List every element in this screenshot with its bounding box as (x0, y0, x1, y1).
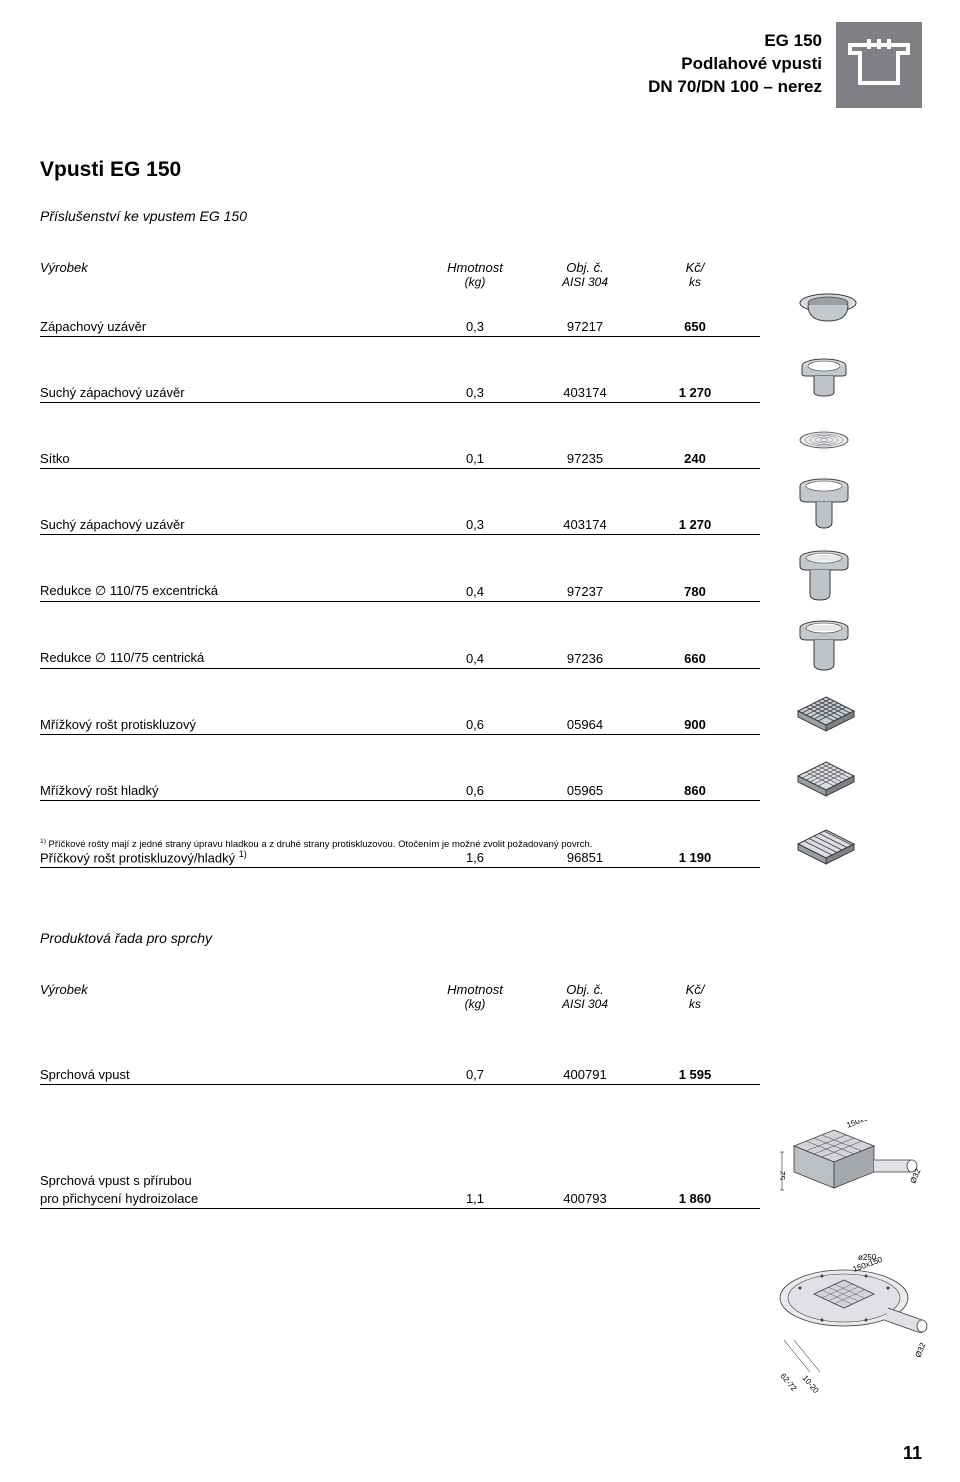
col-obj: Obj. č. AISI 304 (530, 982, 640, 1011)
col-price: Kč/ ks (640, 260, 750, 289)
table-row: Redukce ∅ 110/75 excentrická 0,4 97237 7… (40, 583, 760, 602)
product-icon (796, 478, 886, 535)
table-row: Redukce ∅ 110/75 centrická 0,4 97236 660 (40, 650, 760, 669)
drain-logo-icon (836, 22, 922, 108)
product-icon (796, 550, 886, 607)
header-line1: EG 150 (648, 30, 822, 53)
main-content: Vpusti EG 150 Příslušenství ke vpustem E… (40, 158, 760, 1257)
section1-subtitle: Příslušenství ke vpustem EG 150 (40, 208, 760, 224)
col-product: Výrobek (40, 982, 420, 1011)
col-price: Kč/ ks (640, 982, 750, 1011)
header-line2: Podlahové vpusti (648, 53, 822, 76)
drain-diagram-icon: 150x150 52 Ø32 (780, 1120, 930, 1211)
product-icon (796, 358, 886, 403)
section1-col-header: Výrobek Hmotnost (kg) Obj. č. AISI 304 K… (40, 260, 760, 289)
product-icon (796, 293, 886, 330)
table-row: Mřížkový rošt hladký 0,6 05965 860 (40, 783, 760, 801)
table-row: Sítko 0,1 97235 240 (40, 451, 760, 469)
page-number: 11 (903, 1443, 922, 1464)
header-line3: DN 70/DN 100 – nerez (648, 76, 822, 99)
table-row: Suchý zápachový uzávěr 0,3 403174 1 270 (40, 385, 760, 403)
col-product: Výrobek (40, 260, 420, 289)
table-row: Sprchová vpust 0,7 400791 1 595 (40, 1067, 760, 1085)
table-row: Sprchová vpust s přírubou pro přichycení… (40, 1173, 760, 1209)
col-obj: Obj. č. AISI 304 (530, 260, 640, 289)
product-icon (796, 828, 886, 871)
section2-col-header: Výrobek Hmotnost (kg) Obj. č. AISI 304 K… (40, 982, 760, 1011)
product-icon (796, 430, 886, 455)
table-row: Zápachový uzávěr 0,3 97217 650 (40, 319, 760, 337)
header-title-block: EG 150 Podlahové vpusti DN 70/DN 100 – n… (648, 22, 822, 99)
section1-title: Vpusti EG 150 (40, 158, 760, 182)
product-icon (796, 760, 886, 803)
drain-diagram-icon: ø250 150x150 62-72 10-20 Ø32 (770, 1248, 940, 1401)
svg-text:52: 52 (780, 1171, 787, 1180)
svg-text:150x150: 150x150 (845, 1120, 877, 1130)
col-weight: Hmotnost (kg) (420, 982, 530, 1011)
svg-text:62-72: 62-72 (778, 1372, 798, 1394)
table-row: Příčkový rošt protiskluzový/hladký 1) 1,… (40, 849, 760, 868)
product-icon (796, 620, 886, 677)
col-weight: Hmotnost (kg) (420, 260, 530, 289)
table-row: Suchý zápachový uzávěr 0,3 403174 1 270 (40, 517, 760, 535)
product-icon (796, 695, 886, 738)
page-header: EG 150 Podlahové vpusti DN 70/DN 100 – n… (648, 22, 922, 108)
svg-text:10-20: 10-20 (800, 1374, 820, 1396)
section2-title: Produktová řada pro sprchy (40, 930, 760, 946)
table-row: Mřížkový rošt protiskluzový 0,6 05964 90… (40, 717, 760, 735)
svg-text:Ø32: Ø32 (914, 1341, 928, 1359)
footnote: 1) Příčkové rošty mají z jedné strany úp… (40, 838, 760, 850)
